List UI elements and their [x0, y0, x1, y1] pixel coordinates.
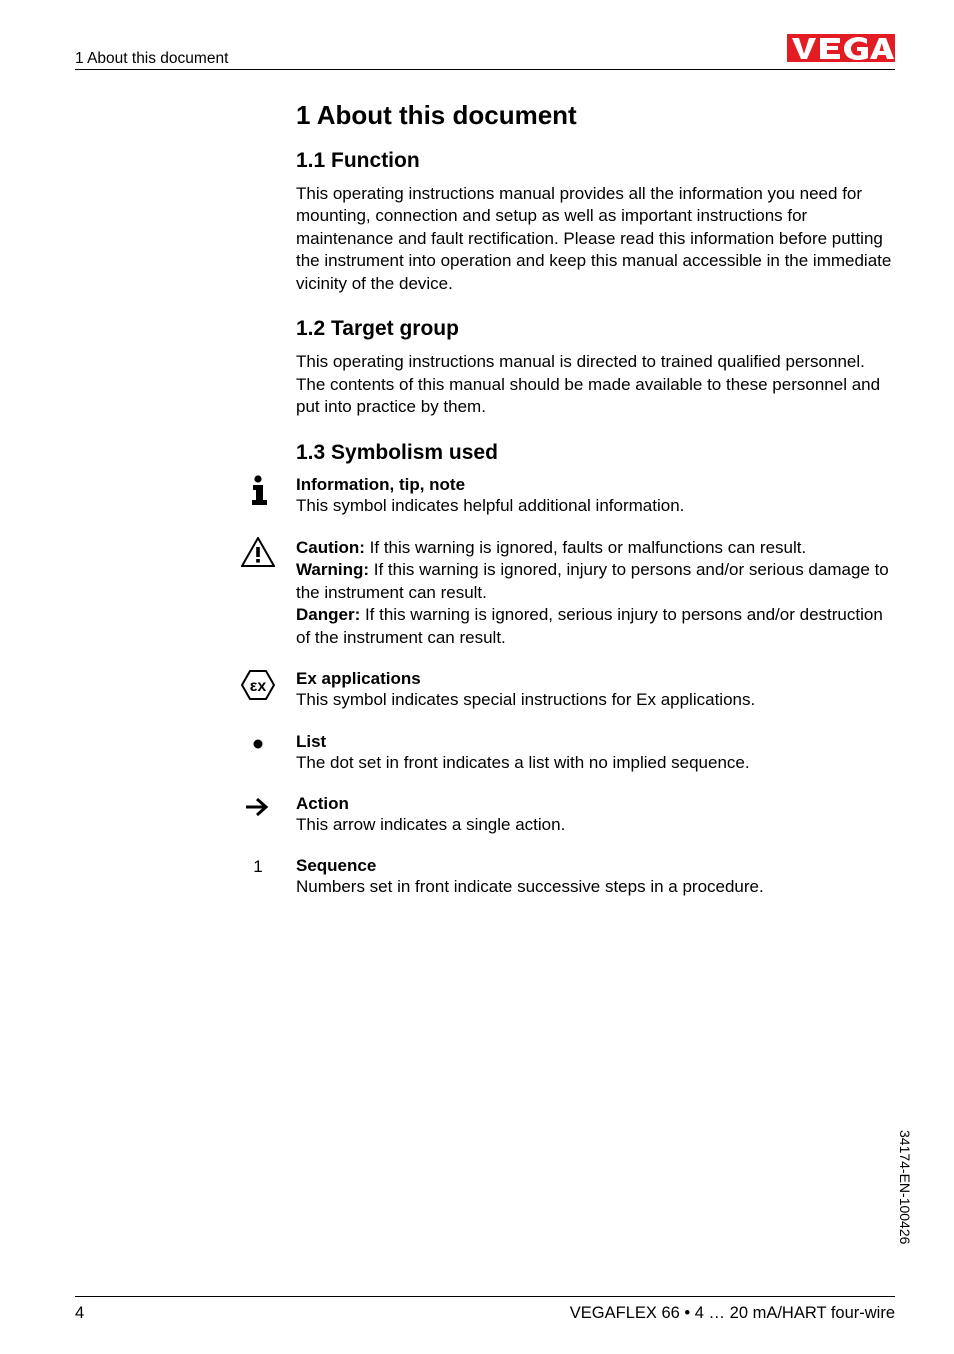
symbol-action-title: Action: [296, 794, 898, 814]
symbol-ex-body: This symbol indicates special instructio…: [296, 689, 898, 711]
doc-number-vertical: 34174-EN-100426: [897, 1130, 913, 1244]
footer-rule: [75, 1296, 895, 1297]
info-icon: [240, 475, 276, 510]
header-section-label: 1 About this document: [75, 50, 228, 68]
svg-text:εx: εx: [250, 678, 267, 695]
symbol-list-row: List The dot set in front indicates a li…: [296, 732, 898, 774]
symbol-caution-line: Caution: If this warning is ignored, fau…: [296, 537, 898, 559]
page-number: 4: [75, 1304, 84, 1323]
header-rule: [75, 69, 895, 70]
heading-1: 1 About this document: [296, 100, 898, 131]
symbol-sequence-title: Sequence: [296, 856, 898, 876]
symbol-sequence-body: Numbers set in front indicate successive…: [296, 876, 898, 898]
symbol-info-title: Information, tip, note: [296, 475, 898, 495]
heading-1-1: 1.1 Function: [296, 149, 898, 173]
para-target-group: This operating instructions manual is di…: [296, 351, 898, 418]
symbol-warning-line: Warning: If this warning is ignored, inj…: [296, 559, 898, 604]
symbol-ex-title: Ex applications: [296, 669, 898, 689]
symbol-list-title: List: [296, 732, 898, 752]
symbol-action-row: Action This arrow indicates a single act…: [296, 794, 898, 836]
symbol-info-body: This symbol indicates helpful additional…: [296, 495, 898, 517]
symbol-info-row: Information, tip, note This symbol indic…: [296, 475, 898, 517]
vega-logo: [787, 34, 895, 62]
main-content: 1 About this document 1.1 Function This …: [296, 100, 898, 919]
symbol-warning-row: Caution: If this warning is ignored, fau…: [296, 537, 898, 649]
symbol-ex-row: εx Ex applications This symbol indicates…: [296, 669, 898, 711]
footer-product: VEGAFLEX 66 • 4 … 20 mA/HART four-wire: [570, 1304, 895, 1323]
symbol-action-body: This arrow indicates a single action.: [296, 814, 898, 836]
heading-1-2: 1.2 Target group: [296, 317, 898, 341]
dot-icon: [240, 734, 276, 759]
symbol-danger-line: Danger: If this warning is ignored, seri…: [296, 604, 898, 649]
heading-1-3: 1.3 Symbolism used: [296, 441, 898, 465]
symbol-sequence-row: 1 Sequence Numbers set in front indicate…: [296, 856, 898, 898]
symbol-list-body: The dot set in front indicates a list wi…: [296, 752, 898, 774]
warning-icon: [240, 537, 276, 572]
ex-icon: εx: [240, 669, 276, 706]
arrow-icon: [240, 796, 276, 823]
one-icon: 1: [248, 857, 268, 877]
para-function: This operating instructions manual provi…: [296, 183, 898, 295]
